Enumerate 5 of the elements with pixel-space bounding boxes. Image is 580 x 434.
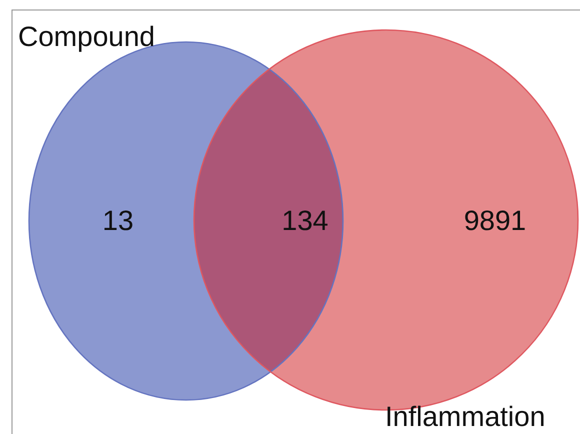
data-label: 9891 [464,205,526,236]
text: Inflammation [385,401,546,432]
data-label: 134 [282,205,328,236]
text: Compound [18,21,155,52]
data-label: 13 [102,205,134,236]
